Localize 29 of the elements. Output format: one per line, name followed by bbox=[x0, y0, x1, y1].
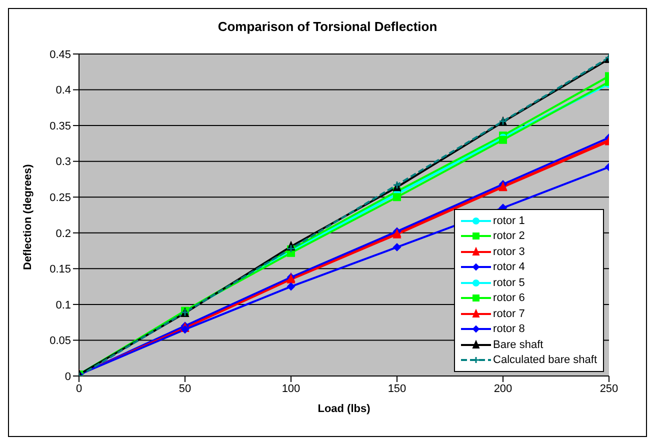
y-tick-label: 0.3 bbox=[56, 156, 71, 168]
y-tick-label: 0.4 bbox=[56, 84, 71, 97]
y-axis-title: Deflection (degrees) bbox=[22, 164, 34, 270]
x-tick-label: 200 bbox=[494, 382, 512, 395]
x-tick-label: 50 bbox=[178, 382, 192, 395]
legend-label: rotor 5 bbox=[493, 276, 525, 289]
x-tick-label: 150 bbox=[388, 382, 406, 395]
legend-label: rotor 6 bbox=[493, 292, 525, 304]
legend-label: rotor 3 bbox=[493, 246, 525, 258]
y-tick-label: 0 bbox=[64, 370, 71, 383]
x-axis-title: Load (lbs) bbox=[318, 403, 371, 415]
y-tick-label: 0.05 bbox=[50, 335, 71, 348]
legend-label: Bare shaft bbox=[493, 338, 544, 351]
legend-label: rotor 1 bbox=[493, 214, 525, 227]
legend-label: Calculated bare shaft bbox=[493, 354, 597, 366]
legend-label: rotor 7 bbox=[493, 308, 525, 320]
x-tick-label: 100 bbox=[282, 382, 300, 395]
y-tick-label: 0.2 bbox=[56, 228, 71, 240]
legend-label: rotor 8 bbox=[493, 323, 525, 336]
x-tick-label: 0 bbox=[76, 382, 82, 395]
y-tick-label: 0.35 bbox=[50, 120, 71, 132]
legend-label: rotor 2 bbox=[493, 230, 525, 242]
legend-label: rotor 4 bbox=[493, 261, 525, 274]
y-tick-label: 0.1 bbox=[56, 299, 71, 312]
y-tick-label: 0.15 bbox=[50, 264, 71, 276]
chart-title: Comparison of Torsional Deflection bbox=[216, 19, 438, 34]
x-tick-label: 250 bbox=[600, 382, 618, 395]
y-tick-label: 0.25 bbox=[50, 192, 71, 204]
y-tick-label: 0.45 bbox=[50, 48, 71, 61]
